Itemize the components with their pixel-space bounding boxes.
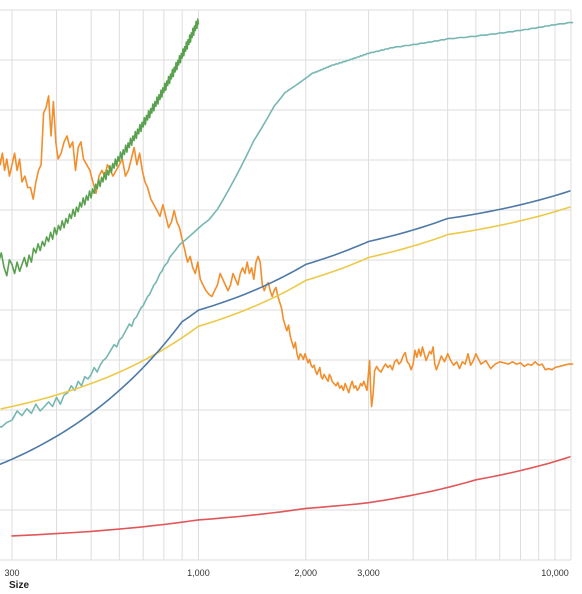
x-axis-tick-labels: 300 1,000 2,000 3,000 10,000 [4, 568, 568, 578]
series-line-6 [11, 456, 571, 537]
x-tick-label: 1,000 [187, 568, 210, 578]
series-line-3 [0, 18, 200, 277]
x-axis-title: Size [9, 580, 29, 591]
series-lines [0, 18, 574, 537]
series-line-5 [0, 190, 571, 466]
x-tick-label: 2,000 [295, 568, 318, 578]
series-line-4 [0, 206, 571, 410]
series-line-1 [0, 95, 574, 408]
grid [0, 9, 572, 561]
x-tick-label: 3,000 [357, 568, 380, 578]
x-tick-label: 10,000 [541, 568, 569, 578]
series-line-2 [0, 21, 574, 428]
x-tick-label: 300 [4, 568, 19, 578]
